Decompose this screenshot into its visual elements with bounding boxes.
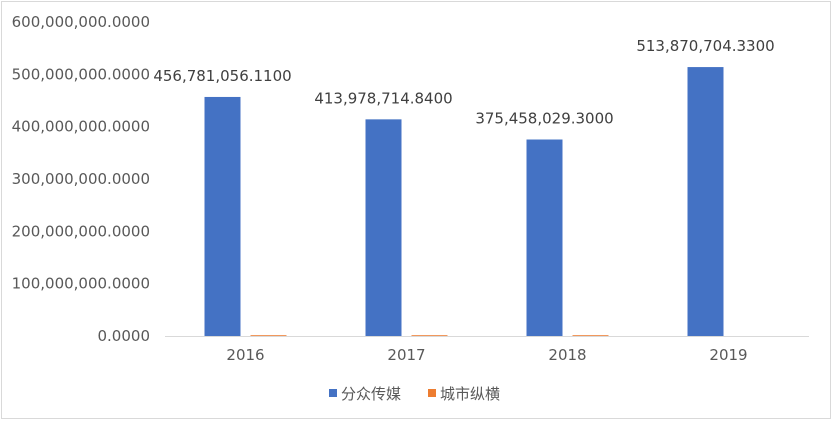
legend: 分众传媒 城市纵横 bbox=[329, 385, 500, 403]
y-tick-label: 0.0000 bbox=[98, 327, 151, 345]
x-tick-label: 2018 bbox=[548, 346, 586, 364]
y-tick-label: 200,000,000.0000 bbox=[12, 222, 150, 240]
legend-swatch bbox=[428, 389, 436, 397]
y-tick-label: 400,000,000.0000 bbox=[12, 118, 150, 136]
data-label: 513,870,704.3300 bbox=[636, 37, 774, 55]
bar-series-1 bbox=[687, 67, 724, 336]
x-tick-label: 2017 bbox=[387, 346, 425, 364]
bar-series-2 bbox=[572, 335, 609, 336]
y-tick-label: 100,000,000.0000 bbox=[12, 275, 150, 293]
bar-series-1 bbox=[204, 96, 241, 336]
bar-series-2 bbox=[411, 335, 448, 336]
x-tick-label: 2016 bbox=[226, 346, 264, 364]
bars bbox=[204, 67, 724, 337]
data-label: 375,458,029.3000 bbox=[475, 110, 613, 128]
legend-label: 分众传媒 bbox=[341, 385, 401, 403]
legend-label: 城市纵横 bbox=[440, 385, 500, 403]
data-labels: 456,781,056.1100 413,978,714.8400 375,458,… bbox=[153, 37, 774, 127]
data-label: 456,781,056.1100 bbox=[153, 67, 291, 85]
y-axis-tick-labels: 0.0000 100,000,000.0000 200,000,000.0000 30… bbox=[12, 13, 150, 345]
y-tick-label: 600,000,000.0000 bbox=[12, 13, 150, 31]
x-tick-label: 2019 bbox=[709, 346, 747, 364]
legend-swatch bbox=[329, 389, 337, 397]
y-tick-label: 500,000,000.0000 bbox=[12, 65, 150, 83]
bar-series-1 bbox=[365, 119, 402, 337]
bar-series-1 bbox=[526, 139, 563, 336]
data-label: 413,978,714.8400 bbox=[314, 89, 452, 107]
y-tick-label: 300,000,000.0000 bbox=[12, 170, 150, 188]
bar-series-2 bbox=[250, 335, 287, 336]
x-axis-tick-labels: 2016 2017 2018 2019 bbox=[226, 346, 747, 364]
